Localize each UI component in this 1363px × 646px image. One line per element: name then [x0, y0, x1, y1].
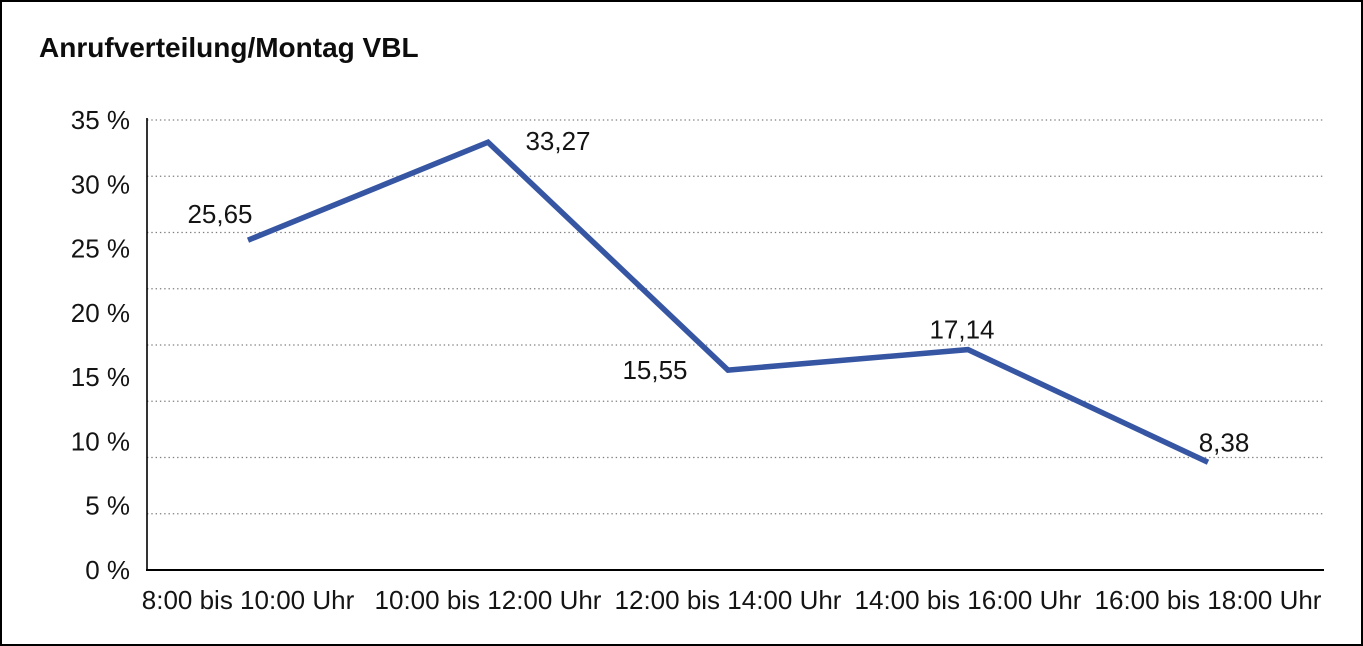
y-axis-tick-label: 15 %	[71, 362, 130, 392]
data-point-label: 15,55	[622, 355, 687, 385]
data-series-line	[246, 138, 1210, 465]
y-axis-tick-label: 25 %	[71, 234, 130, 264]
y-axis-tick-label: 0 %	[85, 555, 130, 585]
data-point-label: 17,14	[929, 315, 994, 345]
y-axis-tick-label: 20 %	[71, 298, 130, 328]
y-axis-tick-label: 30 %	[71, 169, 130, 199]
data-point-label: 33,27	[525, 126, 590, 156]
chart-title: Anrufverteilung/Montag VBL	[39, 32, 419, 63]
x-axis-category-label: 16:00 bis 18:00 Uhr	[1095, 585, 1322, 615]
x-axis-category-label: 8:00 bis 10:00 Uhr	[142, 585, 355, 615]
y-axis-tick-label: 5 %	[85, 491, 130, 521]
y-axis-tick-label: 10 %	[71, 426, 130, 456]
x-axis-category-label: 10:00 bis 12:00 Uhr	[375, 585, 602, 615]
y-axis-tick-label: 35 %	[71, 105, 130, 135]
x-axis-category-label: 14:00 bis 16:00 Uhr	[855, 585, 1082, 615]
data-point-label: 25,65	[187, 199, 252, 229]
data-point-label: 8,38	[1199, 427, 1250, 457]
x-axis-category-label: 12:00 bis 14:00 Uhr	[615, 585, 842, 615]
